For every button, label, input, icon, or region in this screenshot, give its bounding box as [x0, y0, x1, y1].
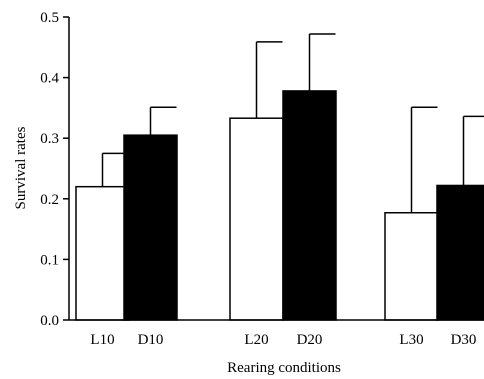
- error-bars-layer: [101, 33, 484, 213]
- y-axis-title: Survival rates: [13, 126, 29, 209]
- y-tick-label: 0.4: [40, 71, 59, 87]
- bar-d30: [436, 184, 484, 321]
- x-tick-label: D20: [297, 332, 323, 348]
- y-tick-label: 0.0: [40, 313, 59, 329]
- bar-d20: [282, 90, 337, 321]
- bar-d10: [123, 134, 178, 321]
- x-tick-label: L30: [399, 332, 423, 348]
- y-tick-label: 0.3: [40, 131, 59, 147]
- x-axis-title: Rearing conditions: [227, 360, 341, 376]
- y-tick-label: 0.5: [40, 10, 59, 26]
- x-tick-label: L10: [90, 332, 114, 348]
- y-tick-label: 0.1: [40, 252, 59, 268]
- ticks-layer: 0.0 0.1 0.2 0.3 0.4 0.5 L10 D10 L20 D20 L30 D30: [40, 10, 476, 348]
- y-tick-label: 0.2: [40, 192, 59, 208]
- axes-layer: [68, 17, 484, 321]
- x-tick-label: D10: [138, 332, 164, 348]
- bar-l30: [384, 211, 439, 321]
- bar-l20: [229, 117, 284, 321]
- bars-layer: [75, 90, 484, 321]
- bar-l10: [75, 185, 130, 321]
- x-tick-label: D30: [451, 332, 477, 348]
- x-tick-label: L20: [244, 332, 268, 348]
